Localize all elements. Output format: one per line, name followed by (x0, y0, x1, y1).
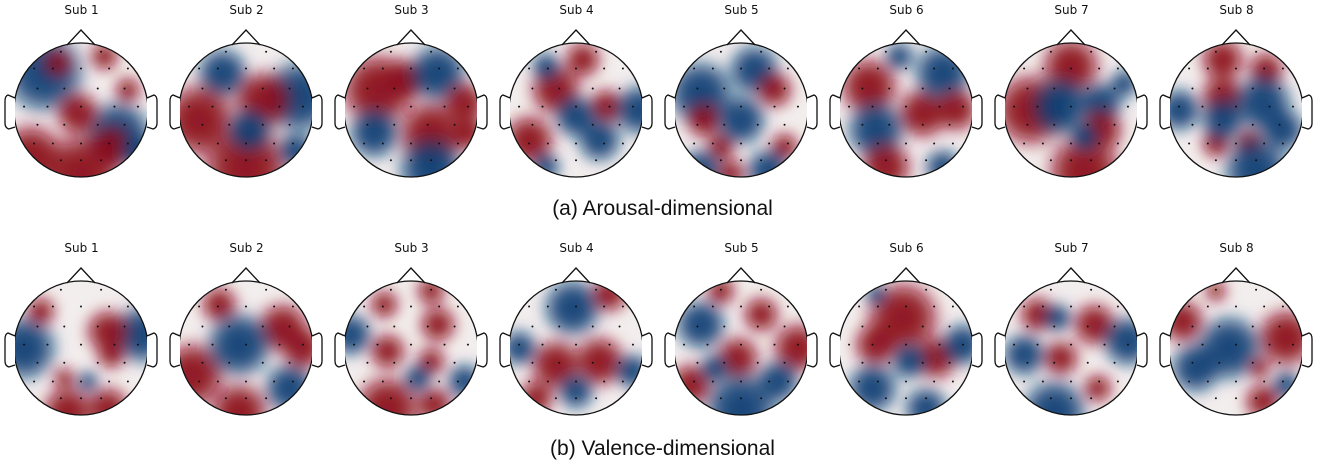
subject-label: Sub 1 (64, 241, 99, 255)
head-topomap (1154, 238, 1319, 422)
subject-label: Sub 5 (724, 3, 759, 17)
head-topomap (494, 238, 659, 422)
head-topomap (0, 0, 164, 184)
subject-label: Sub 4 (559, 241, 594, 255)
subject-label: Sub 6 (889, 3, 924, 17)
subject-label: Sub 7 (1054, 3, 1089, 17)
head-topomap (824, 238, 989, 422)
head-topomap (1154, 0, 1319, 184)
head-topomap (329, 238, 494, 422)
head-topomap (164, 0, 329, 184)
caption-valence: (b) Valence-dimensional (550, 437, 775, 460)
head-topomap (989, 0, 1154, 184)
head-topomap (494, 0, 659, 184)
subject-label: Sub 8 (1219, 241, 1254, 255)
subject-label: Sub 7 (1054, 241, 1089, 255)
head-topomap (824, 0, 989, 184)
subject-label: Sub 3 (394, 241, 429, 255)
head-topomap (659, 0, 824, 184)
head-topomap (0, 238, 164, 422)
subject-label: Sub 6 (889, 241, 924, 255)
head-topomap (164, 238, 329, 422)
subject-label: Sub 2 (229, 241, 264, 255)
caption-arousal: (a) Arousal-dimensional (552, 197, 773, 220)
subject-label: Sub 4 (559, 3, 594, 17)
subject-label: Sub 8 (1219, 3, 1254, 17)
subject-label: Sub 5 (724, 241, 759, 255)
subject-label: Sub 2 (229, 3, 264, 17)
head-topomap (329, 0, 494, 184)
head-topomap (989, 238, 1154, 422)
subject-label: Sub 3 (394, 3, 429, 17)
head-topomap (659, 238, 824, 422)
subject-label: Sub 1 (64, 3, 99, 17)
